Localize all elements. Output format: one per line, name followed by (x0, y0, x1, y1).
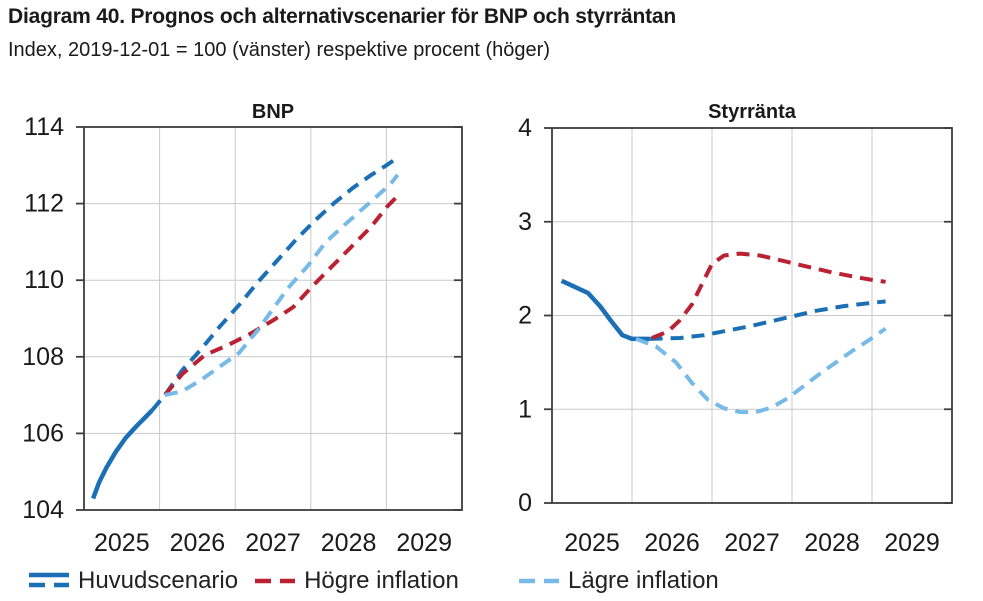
series-huvudscenario-solid (90, 408, 154, 500)
series-lagre-inflation-dashed (164, 173, 400, 398)
x-tick-label: 2027 (245, 529, 301, 557)
legend-label: Huvudscenario (78, 567, 239, 594)
y-tick-label: 2 (518, 302, 532, 330)
chart-styrranta: 0 1 2 3 4 2025 2026 2027 2028 2029 Styrränta (518, 101, 953, 557)
x-tick-label: 2025 (564, 529, 620, 557)
y-tick-label: 0 (518, 489, 532, 517)
legend-item-hogre-inflation: Högre inflation (254, 567, 459, 595)
y-tick-label: 108 (22, 343, 64, 371)
diagram-subtitle: Index, 2019-12-01 = 100 (vänster) respek… (8, 39, 550, 61)
series-huvudscenario-dashed (150, 155, 399, 412)
legend-label: Lägre inflation (568, 567, 719, 594)
x-tick-label: 2028 (804, 529, 860, 557)
legend-hogre-inflation-icon (255, 578, 296, 584)
x-tick-label: 2026 (644, 529, 700, 557)
y-tick-label: 114 (24, 113, 64, 141)
y-tick-label: 112 (24, 190, 64, 218)
legend-right: Lägre inflation (518, 567, 719, 595)
x-tick-label: 2028 (321, 529, 377, 557)
y-tick-label: 106 (22, 419, 64, 447)
y-tick-label: 110 (24, 266, 64, 294)
x-tick-label: 2029 (884, 529, 940, 557)
legend-left: Huvudscenario Högre inflation (28, 567, 459, 595)
legend-huvudscenario-icon (29, 572, 69, 588)
series-hogre-inflation-dashed (651, 251, 886, 340)
legend-lagre-inflation-icon (519, 578, 559, 584)
series-lagre-inflation-dashed (635, 326, 887, 415)
plot-frame (83, 126, 463, 511)
y-tick-label: 104 (22, 496, 64, 524)
y-tick-label: 3 (518, 208, 532, 236)
chart-title: BNP (252, 101, 294, 123)
diagram-title: Diagram 40. Prognos och alternativscenar… (8, 5, 676, 28)
chart-title: Styrränta (708, 101, 797, 123)
x-tick-label: 2025 (94, 529, 150, 557)
legend-label: Högre inflation (304, 567, 459, 594)
series-huvudscenario-solid (560, 278, 650, 342)
series-hogre-inflation-dashed (163, 194, 400, 397)
x-tick-label: 2026 (170, 529, 226, 557)
legend-item-lagre-inflation: Lägre inflation (518, 567, 719, 595)
y-tick-label: 4 (518, 114, 532, 142)
x-tick-label: 2027 (724, 529, 780, 557)
series-huvudscenario-dashed (649, 299, 886, 341)
legend-item-huvudscenario: Huvudscenario (28, 567, 238, 595)
chart-bnp: 104 106 108 110 112 114 2025 2026 2027 2028 2029 BN… (22, 101, 463, 557)
x-tick-label: 2029 (396, 529, 452, 557)
y-tick-label: 1 (518, 395, 532, 423)
